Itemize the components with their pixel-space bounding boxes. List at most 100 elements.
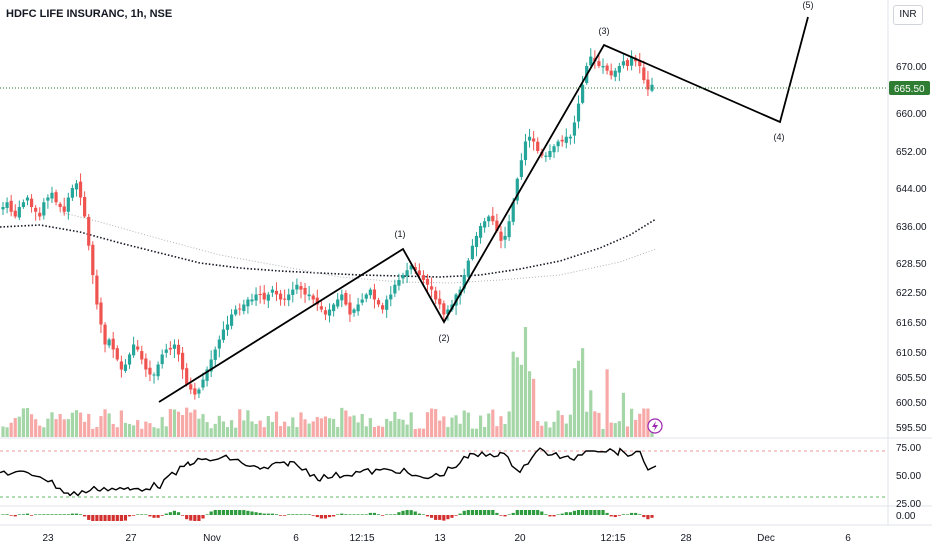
- candle-body: [156, 364, 160, 377]
- macd-bar: [340, 513, 344, 515]
- candle-body: [523, 141, 528, 161]
- flash-glyph-icon: [652, 421, 658, 431]
- candle-body: [397, 279, 401, 286]
- volume-bar: [556, 410, 560, 437]
- candle-body: [136, 346, 140, 350]
- currency-button[interactable]: INR: [893, 5, 923, 25]
- volume-bar: [87, 413, 91, 437]
- macd-bar: [168, 512, 172, 515]
- macd-bar: [311, 515, 315, 516]
- candle-body: [46, 197, 50, 201]
- candle-body: [629, 56, 634, 66]
- macd-bar: [1, 514, 5, 515]
- macd-bar: [54, 514, 58, 515]
- volume-bar: [107, 413, 111, 437]
- candle-body: [319, 306, 323, 310]
- volume-bar: [368, 418, 372, 437]
- volume-bar: [315, 417, 319, 437]
- volume-bar: [483, 426, 487, 437]
- volume-bar: [164, 426, 168, 437]
- volume-bar: [238, 409, 242, 437]
- candle-body: [564, 136, 568, 143]
- volume-bar: [197, 418, 201, 437]
- macd-bar: [221, 510, 226, 515]
- macd-bar: [336, 514, 340, 515]
- volume-bar: [78, 412, 83, 437]
- volume-bar: [229, 420, 234, 437]
- macd-bar: [397, 512, 401, 515]
- candle-body: [127, 354, 132, 365]
- macd-bar: [144, 514, 148, 515]
- macd-bar: [511, 512, 515, 515]
- volume-bar: [136, 420, 140, 437]
- time-tick-label: 23: [42, 533, 54, 544]
- volume-bar: [291, 417, 295, 437]
- macd-bar: [540, 511, 544, 515]
- macd-bar: [238, 510, 242, 515]
- candle-body: [42, 202, 46, 216]
- macd-bar: [470, 510, 475, 515]
- macd-bar: [217, 510, 221, 515]
- price-tick-label: 628.50: [896, 259, 927, 270]
- candle-body: [581, 84, 585, 103]
- macd-bar: [25, 513, 30, 515]
- macd-bar: [140, 514, 144, 515]
- candle-body: [266, 294, 270, 301]
- macd-bar: [74, 513, 79, 515]
- macd-bar: [13, 515, 17, 517]
- candle-body: [556, 141, 560, 147]
- macd-bar: [83, 515, 87, 517]
- macd-bar: [487, 510, 491, 515]
- candle-body: [409, 265, 413, 270]
- candle-body: [132, 344, 136, 356]
- time-tick-label: Nov: [203, 533, 221, 544]
- candle-body: [532, 138, 536, 142]
- candle-body: [315, 297, 319, 305]
- time-tick-label: 6: [845, 533, 851, 544]
- macd-bar: [483, 510, 487, 515]
- macd-bar: [348, 514, 352, 515]
- volume-bar: [536, 421, 540, 437]
- candle-body: [385, 299, 389, 310]
- candle-body: [34, 207, 38, 212]
- candle-body: [107, 339, 111, 346]
- volume-bar: [54, 419, 58, 437]
- time-tick-label: 12:15: [349, 533, 374, 544]
- candle-body: [544, 155, 548, 157]
- volume-bar: [532, 378, 536, 437]
- volume-bar: [168, 409, 172, 437]
- macd-tick-label: 0.00: [896, 511, 916, 522]
- volume-bar: [311, 421, 315, 437]
- price-tick-label: 605.50: [896, 373, 927, 384]
- macd-bar: [225, 510, 230, 515]
- time-tick-label: 27: [125, 533, 137, 544]
- volume-bar: [225, 427, 230, 437]
- candle-body: [78, 181, 83, 198]
- macd-bar: [319, 515, 323, 519]
- elliott-wave-drawing[interactable]: (1) (2) (3) (4) (5): [158, 0, 814, 403]
- candle-body: [270, 289, 274, 293]
- ma-short-line: [59, 211, 657, 284]
- volume-bar: [413, 428, 417, 437]
- macd-bar: [185, 515, 189, 520]
- candle-body: [462, 275, 466, 289]
- volume-bar: [344, 410, 348, 437]
- macd-bar: [589, 510, 593, 515]
- macd-bar: [344, 514, 348, 515]
- candle-body: [66, 197, 70, 212]
- macd-bar: [503, 515, 507, 517]
- volume-bar: [356, 422, 360, 437]
- volume-bar: [217, 415, 221, 437]
- macd-bar: [127, 515, 132, 517]
- candle-body: [372, 289, 377, 300]
- macd-bar: [585, 510, 589, 515]
- macd-bar: [42, 514, 46, 515]
- volume-bar: [572, 368, 577, 437]
- candle-body: [17, 207, 21, 218]
- candle-body: [13, 210, 17, 217]
- candle-body: [283, 298, 287, 300]
- macd-bar: [62, 514, 66, 515]
- time-tick-label: 28: [680, 533, 692, 544]
- macd-bar: [556, 514, 560, 515]
